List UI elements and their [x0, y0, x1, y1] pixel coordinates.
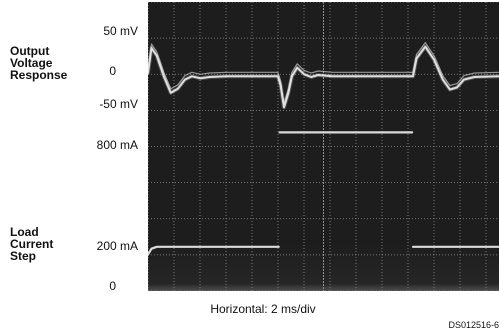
output-voltage-label: Output Voltage Response	[10, 44, 68, 82]
tick-200ma: 200 mA	[96, 239, 138, 253]
tick-800ma: 800 mA	[96, 138, 138, 152]
tick-50mv: 50 mV	[103, 24, 138, 38]
load-current-label: Load Current Step	[10, 225, 54, 263]
traces	[148, 41, 499, 256]
voltage-trace-echo	[148, 41, 499, 105]
tick-0ma: 0	[109, 279, 116, 293]
tick-neg50mv: -50 mV	[99, 97, 138, 111]
current-trace-segment	[148, 245, 280, 256]
oscilloscope-screen	[148, 2, 499, 291]
oscilloscope-plot	[148, 2, 499, 291]
figure-id: DS012516-6	[448, 320, 499, 330]
grid	[148, 2, 499, 291]
horizontal-scale-caption: Horizontal: 2 ms/div	[210, 302, 316, 316]
voltage-trace	[148, 45, 499, 109]
tick-0v: 0	[109, 64, 116, 78]
